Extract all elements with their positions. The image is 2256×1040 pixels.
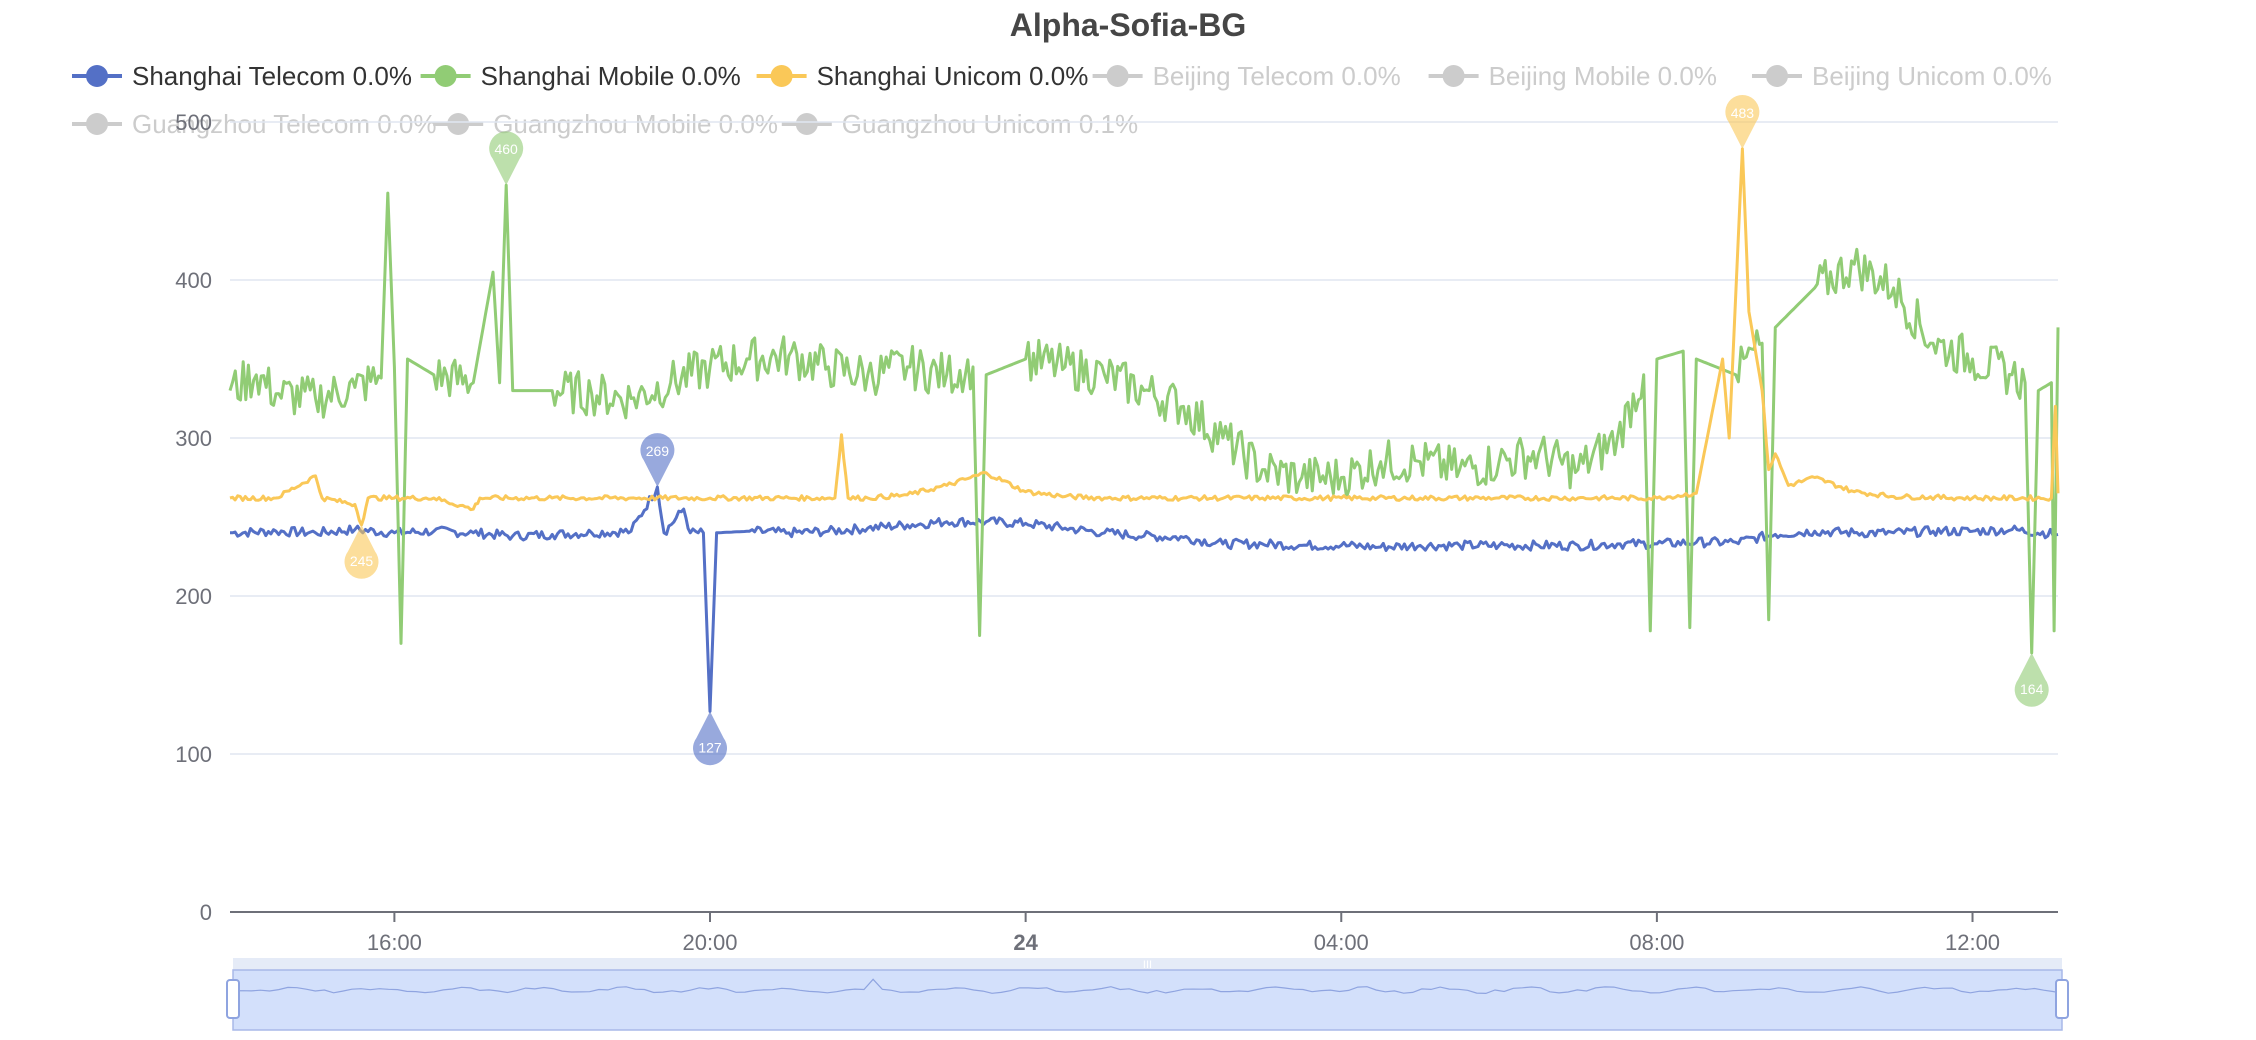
x-axis: 16:00 20:00 24 04:00 08:00 12:00 (367, 912, 2000, 955)
x-tick-label: 16:00 (367, 930, 422, 955)
svg-text:Shanghai Mobile 0.0%: Shanghai Mobile 0.0% (481, 61, 741, 91)
x-tick-label: 20:00 (682, 930, 737, 955)
legend-item-guangzhou-unicom[interactable]: Guangzhou Unicom 0.1% (781, 109, 1138, 139)
zoom-handle-right[interactable] (2055, 979, 2069, 1019)
x-tick-label: 08:00 (1629, 930, 1684, 955)
marker-label: 460 (494, 141, 518, 157)
y-axis: 0 100 200 300 400 500 (175, 110, 212, 925)
marker-pin-max: 483 (1725, 95, 1760, 149)
legend-item-guangzhou-mobile[interactable]: Guangzhou Mobile 0.0% (433, 109, 778, 139)
svg-text:Guangzhou Mobile 0.0%: Guangzhou Mobile 0.0% (493, 109, 778, 139)
legend-item-guangzhou-telecom[interactable]: Guangzhou Telecom 0.0% (72, 109, 437, 139)
plot-area (228, 147, 2060, 713)
y-tick-label: 200 (175, 584, 212, 609)
series-line-shanghai-telecom (230, 485, 2059, 713)
legend-item-shanghai-mobile[interactable]: Shanghai Mobile 0.0% (420, 61, 741, 91)
legend-item-shanghai-unicom[interactable]: Shanghai Unicom 0.0% (756, 61, 1089, 91)
x-tick-label: 12:00 (1945, 930, 2000, 955)
legend: Shanghai Telecom 0.0% Shanghai Mobile 0.0… (72, 61, 2052, 139)
svg-text:Shanghai Unicom 0.0%: Shanghai Unicom 0.0% (817, 61, 1089, 91)
marker-label: 245 (350, 553, 374, 569)
marker-pin-min: 164 (2014, 652, 2049, 707)
zoom-handle-left[interactable] (226, 979, 240, 1019)
marker-label: 269 (646, 443, 670, 459)
marker-label: 483 (1731, 105, 1755, 121)
y-tick-label: 500 (175, 110, 212, 135)
marker-pin-max: 269 (640, 433, 675, 487)
series-line-shanghai-mobile (228, 183, 2060, 655)
marker-pins: 269 127 460 164 483 245 (344, 95, 2049, 766)
marker-label: 164 (2020, 681, 2044, 697)
series-line-shanghai-unicom (229, 147, 2060, 527)
y-tick-label: 300 (175, 426, 212, 451)
y-tick-label: 400 (175, 268, 212, 293)
svg-text:Beijing Telecom 0.0%: Beijing Telecom 0.0% (1153, 61, 1401, 91)
legend-item-shanghai-telecom[interactable]: Shanghai Telecom 0.0% (72, 61, 412, 91)
grid-lines (230, 121, 2058, 913)
svg-text:Shanghai Telecom 0.0%: Shanghai Telecom 0.0% (132, 61, 412, 91)
chart-title: Alpha-Sofia-BG (1010, 7, 1246, 43)
svg-text:Beijing Unicom 0.0%: Beijing Unicom 0.0% (1812, 61, 2052, 91)
legend-item-beijing-telecom[interactable]: Beijing Telecom 0.0% (1092, 61, 1401, 91)
svg-text:Guangzhou Telecom 0.0%: Guangzhou Telecom 0.0% (132, 109, 437, 139)
x-tick-label: 04:00 (1314, 930, 1369, 955)
zoom-selected-range[interactable] (232, 969, 2063, 1031)
svg-text:Guangzhou Unicom 0.1%: Guangzhou Unicom 0.1% (842, 109, 1138, 139)
legend-item-beijing-mobile[interactable]: Beijing Mobile 0.0% (1428, 61, 1717, 91)
marker-pin-min: 245 (344, 524, 379, 579)
marker-label: 127 (698, 739, 722, 755)
y-tick-label: 0 (200, 900, 212, 925)
data-zoom-slider[interactable]: III (226, 958, 2069, 1031)
marker-pin-min: 127 (693, 711, 728, 766)
svg-text:Beijing Mobile 0.0%: Beijing Mobile 0.0% (1489, 61, 1717, 91)
x-tick-label: 24 (1013, 930, 1038, 955)
y-tick-label: 100 (175, 742, 212, 767)
zoom-move-handle[interactable]: III (1143, 959, 1152, 971)
marker-pin-max: 460 (489, 131, 524, 186)
legend-item-beijing-unicom[interactable]: Beijing Unicom 0.0% (1752, 61, 2052, 91)
